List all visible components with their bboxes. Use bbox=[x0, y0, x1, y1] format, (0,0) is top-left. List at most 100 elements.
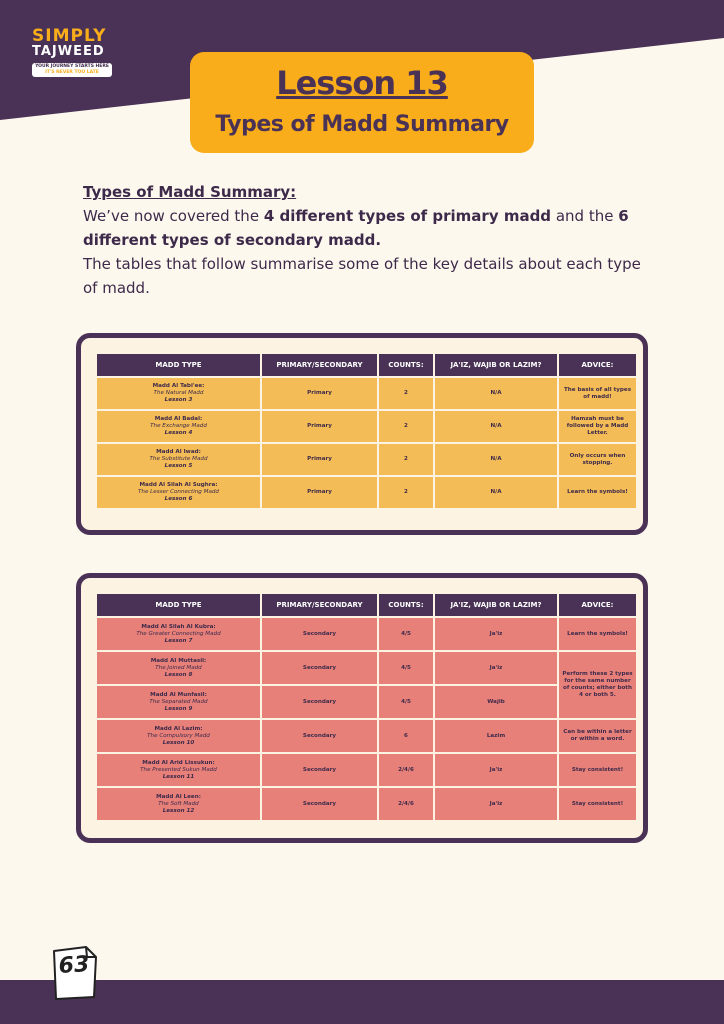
type-cell: Primary bbox=[262, 444, 377, 475]
madd-name: Madd Al Leen: bbox=[156, 793, 201, 800]
madd-lesson: Lesson 3 bbox=[164, 397, 193, 403]
table-row: Madd Al Tabi'ee: The Natural Madd Lesson 3… bbox=[97, 378, 636, 409]
advice-cell: Only occurs when stopping. bbox=[559, 444, 636, 475]
madd-name: Madd Al Arid Lissukun: bbox=[142, 759, 215, 766]
table-row: Madd Al Arid Lissukun: The Presented Suku… bbox=[97, 754, 636, 786]
ruling-cell: Ja'iz bbox=[435, 652, 557, 684]
counts-cell: 4/5 bbox=[379, 618, 433, 650]
madd-cell: Madd Al Silah Al Kubra: The Greater Conne… bbox=[97, 618, 260, 650]
bold-text: 4 different types of primary madd bbox=[263, 207, 552, 225]
madd-name: Madd Al Lazim: bbox=[154, 725, 203, 732]
header-cell: COUNTS: bbox=[379, 354, 433, 376]
advice-cell: Stay consistent! bbox=[559, 754, 636, 786]
page-number: 63 bbox=[57, 951, 91, 980]
madd-cell: Madd Al Badal: The Exchange Madd Lesson 4 bbox=[97, 411, 260, 442]
madd-lesson: Lesson 6 bbox=[164, 496, 193, 502]
tagline2: IT'S NEVER TOO LATE bbox=[45, 70, 99, 75]
table-row: Madd Al Leen: The Soft Madd Lesson 12 Secon… bbox=[97, 788, 636, 820]
madd-cell: Madd Al Iwad: The Substitute Madd Lesson 5 bbox=[97, 444, 260, 475]
advice-cell: Stay consistent! bbox=[559, 788, 636, 820]
logo-tagline: YOUR JOURNEY STARTS HERE IT'S NEVER TOO … bbox=[32, 63, 112, 77]
madd-translation: The Natural Madd bbox=[153, 390, 204, 396]
madd-name: Madd Al Iwad: bbox=[156, 449, 201, 455]
madd-cell: Madd Al Arid Lissukun: The Presented Suku… bbox=[97, 754, 260, 786]
summary-table: MADD TYPE PRIMARY/SECONDARY COUNTS: JA'IZ, … bbox=[95, 352, 638, 510]
subtitle: Types of Madd Summary bbox=[215, 112, 509, 137]
header-cell: MADD TYPE bbox=[97, 354, 260, 376]
ruling-cell: N/A bbox=[435, 411, 557, 442]
madd-name: Madd Al Badal: bbox=[154, 416, 203, 422]
madd-name: Madd Al Silah Al Sughra: bbox=[139, 482, 218, 488]
counts-cell: 2 bbox=[379, 378, 433, 409]
logo-line2: TAJWEED bbox=[32, 44, 105, 59]
table-row: Madd Al Munfasil: The Separated Madd Lesso… bbox=[97, 686, 636, 718]
paper-fold bbox=[85, 946, 96, 958]
advice-cell: The basis of all types of madd! bbox=[559, 378, 636, 409]
madd-lesson: Lesson 4 bbox=[164, 430, 193, 436]
ruling-cell: N/A bbox=[435, 378, 557, 409]
ruling-cell: N/A bbox=[435, 477, 557, 508]
madd-cell: Madd Al Silah Al Sughra: The Lesser Conne… bbox=[97, 477, 260, 508]
advice-cell: Can be within a letter or within a word. bbox=[559, 720, 636, 752]
paper-icon bbox=[53, 946, 97, 1000]
table-frame: MADD TYPE PRIMARY/SECONDARY COUNTS: JA'IZ, … bbox=[76, 333, 648, 535]
summary-table: MADD TYPE PRIMARY/SECONDARY COUNTS: JA'IZ, … bbox=[95, 592, 638, 822]
table-row: Madd Al Silah Al Sughra: The Lesser Conne… bbox=[97, 477, 636, 508]
counts-cell: 4/5 bbox=[379, 652, 433, 684]
madd-translation: The Greater Connecting Madd bbox=[136, 630, 221, 637]
header-cell: MADD TYPE bbox=[97, 594, 260, 616]
type-cell: Primary bbox=[262, 477, 377, 508]
header-cell: ADVICE: bbox=[559, 354, 636, 376]
table-row: Madd Al Muttasil: The Joined Madd Lesson 8… bbox=[97, 652, 636, 718]
type-cell: Secondary bbox=[262, 754, 377, 786]
intro: Types of Madd Summary: We’ve now covered… bbox=[83, 180, 653, 300]
type-cell: Secondary bbox=[262, 618, 377, 650]
title: Lesson 13 bbox=[276, 64, 449, 102]
madd-lesson: Lesson 9 bbox=[164, 705, 193, 712]
ruling-cell: Wajib bbox=[435, 686, 557, 718]
madd-lesson: Lesson 5 bbox=[164, 463, 193, 469]
madd-translation: The Soft Madd bbox=[158, 800, 199, 807]
madd-translation: The Exchange Madd bbox=[150, 423, 207, 429]
header-box: Lesson 13 Types of Madd Summary bbox=[190, 52, 534, 153]
header-cell: ADVICE: bbox=[559, 594, 636, 616]
type-cell: Secondary bbox=[262, 652, 377, 684]
counts-cell: 2 bbox=[379, 411, 433, 442]
table-row: Madd Al Silah Al Kubra: The Greater Conne… bbox=[97, 618, 636, 650]
madd-lesson: Lesson 12 bbox=[162, 807, 195, 814]
madd-translation: The Joined Madd bbox=[155, 664, 202, 671]
text: and the bbox=[551, 207, 619, 225]
ruling-cell: Lazim bbox=[435, 720, 557, 752]
bold-text: 6 different types of secondary madd. bbox=[83, 207, 629, 249]
type-cell: Primary bbox=[262, 411, 377, 442]
madd-translation: The Lesser Connecting Madd bbox=[137, 489, 219, 495]
madd-name: Madd Al Muttasil: bbox=[150, 657, 207, 664]
madd-lesson: Lesson 11 bbox=[162, 773, 195, 780]
intro-heading: Types of Madd Summary: bbox=[83, 183, 297, 201]
madd-translation: The Compulsory Madd bbox=[147, 732, 210, 739]
bottom-band bbox=[0, 980, 724, 1024]
madd-lesson: Lesson 7 bbox=[164, 637, 193, 644]
advice-cell: Learn the symbols! bbox=[559, 618, 636, 650]
counts-cell: 6 bbox=[379, 720, 433, 752]
header-row: MADD TYPE PRIMARY/SECONDARY COUNTS: JA'IZ, … bbox=[97, 354, 636, 376]
type-cell: Primary bbox=[262, 378, 377, 409]
counts-cell: 2/4/6 bbox=[379, 788, 433, 820]
header-row: MADD TYPE PRIMARY/SECONDARY COUNTS: JA'IZ, … bbox=[97, 594, 636, 616]
madd-translation: The Separated Madd bbox=[149, 698, 208, 705]
madd-name: Madd Al Tabi'ee: bbox=[152, 383, 205, 389]
table-row: Madd Al Lazim: The Compulsory Madd Lesson … bbox=[97, 720, 636, 752]
header-cell: COUNTS: bbox=[379, 594, 433, 616]
madd-translation: The Substitute Madd bbox=[149, 456, 208, 462]
table-row: Madd Al Iwad: The Substitute Madd Lesson 5… bbox=[97, 444, 636, 475]
intro-paragraph: The tables that follow summarise some of… bbox=[83, 255, 641, 297]
madd-lesson: Lesson 8 bbox=[164, 671, 193, 678]
advice-cell: Perform these 2 types for the same numbe… bbox=[559, 652, 636, 718]
counts-cell: 2 bbox=[379, 477, 433, 508]
madd-name: Madd Al Munfasil: bbox=[150, 691, 207, 698]
madd-name: Madd Al Silah Al Kubra: bbox=[141, 623, 216, 630]
counts-cell: 4/5 bbox=[379, 686, 433, 718]
counts-cell: 2 bbox=[379, 444, 433, 475]
counts-cell: 2/4/6 bbox=[379, 754, 433, 786]
